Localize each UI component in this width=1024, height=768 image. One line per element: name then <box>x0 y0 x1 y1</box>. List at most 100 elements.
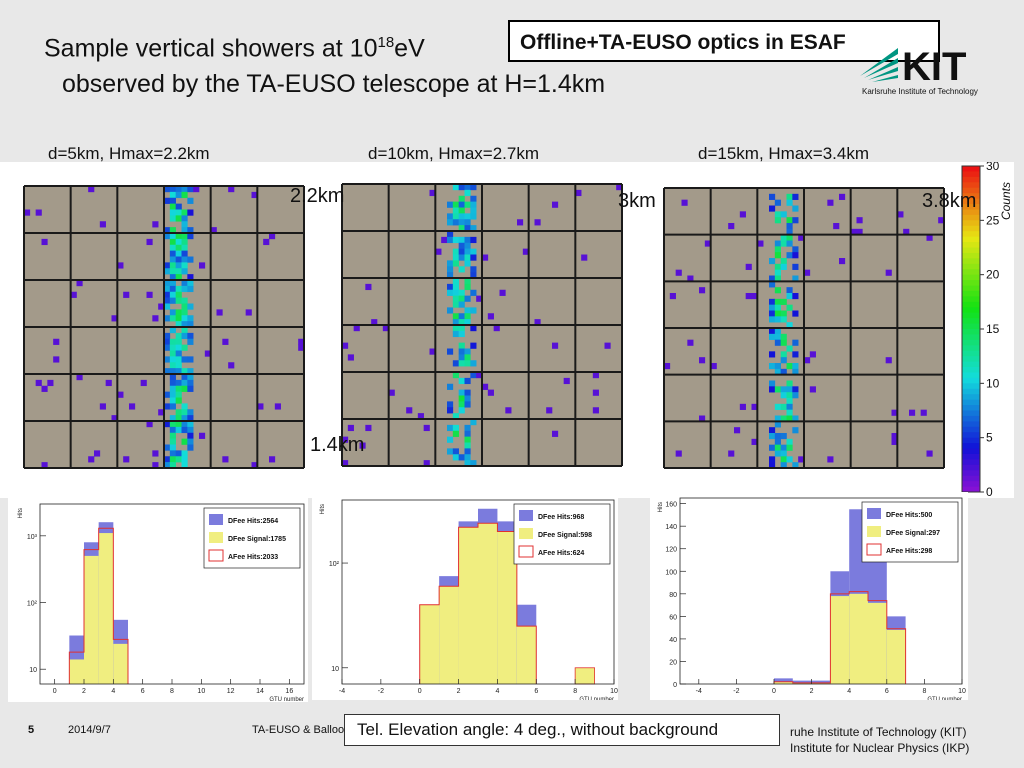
pixel-hit <box>458 389 465 396</box>
pixel-hit <box>123 291 130 298</box>
pixel-hit <box>792 217 799 224</box>
pixel-hit <box>41 238 48 246</box>
pixel-hit <box>774 433 781 440</box>
pixel-hit <box>181 374 188 381</box>
pixel-hit <box>458 242 465 249</box>
pixel-hit <box>175 268 182 275</box>
pixel-hit <box>470 372 477 379</box>
pixel-hit <box>164 285 171 293</box>
pixel-hit <box>464 442 471 449</box>
pixel-hit <box>604 342 611 349</box>
pixel-hit <box>169 315 176 322</box>
pixel-hit <box>158 303 165 310</box>
pixel-hit <box>181 456 188 463</box>
pixel-hit <box>181 415 188 422</box>
pixel-hit <box>786 240 793 247</box>
pixel-hit <box>47 379 54 387</box>
pixel-hit <box>24 209 31 216</box>
pixel-hit <box>187 332 194 340</box>
pixel-hit <box>169 374 176 381</box>
pixel-hit <box>187 209 194 216</box>
pixel-hit <box>429 348 436 355</box>
histogram-frame <box>341 499 615 685</box>
pixel-hit <box>780 240 787 247</box>
pixel-hit <box>164 332 171 340</box>
pixel-hit <box>164 280 171 287</box>
colorbar-title: Counts <box>999 182 1013 220</box>
pixel-hit <box>798 456 805 463</box>
pixel-hit <box>169 309 176 316</box>
pixel-hit <box>470 225 477 232</box>
y-tick-label: 10³ <box>27 534 38 541</box>
pixel-hit <box>175 186 182 193</box>
pixel-hit <box>452 430 459 437</box>
pixel-hit <box>470 248 477 255</box>
legend-swatch <box>209 532 223 543</box>
bar-dfee-signal <box>774 681 793 684</box>
pixel-hit <box>780 310 787 317</box>
colorbar-step <box>962 225 980 232</box>
legend-entry: AFee Hits:624 <box>538 550 584 557</box>
colorbar-tick-label: 0 <box>986 485 993 498</box>
pixel-hit <box>786 456 793 463</box>
pixel-hit <box>774 421 781 428</box>
pixel-hit <box>169 274 176 281</box>
colorbar-step <box>962 448 980 455</box>
pixel-hit <box>751 293 758 300</box>
pixel-hit <box>447 283 454 291</box>
pixel-hit <box>447 436 454 443</box>
pixel-hit <box>798 234 805 241</box>
pixel-hit <box>181 321 188 328</box>
pixel-hit <box>552 201 559 208</box>
legend-entry: DFee Hits:968 <box>538 514 584 521</box>
pixel-hit <box>464 313 471 320</box>
panel-label-3: d=15km, Hmax=3.4km <box>698 144 870 163</box>
pixel-hit <box>181 262 188 269</box>
pixel-hit <box>105 379 112 387</box>
colorbar-step <box>962 410 980 417</box>
pixel-hit <box>786 444 793 451</box>
pixel-hit <box>181 244 188 251</box>
pixel-hit <box>552 430 559 437</box>
pixel-hit <box>41 462 48 469</box>
pixel-hit <box>769 433 776 440</box>
pixel-hit <box>187 374 194 381</box>
pmt-grid-2 <box>341 183 623 467</box>
colorbar-tick-label: 5 <box>986 431 993 445</box>
pixel-hit <box>891 438 898 445</box>
x-tick-label: 0 <box>53 688 57 695</box>
pixel-hit <box>885 357 892 364</box>
legend-entry: DFee Hits:500 <box>886 512 932 519</box>
pixel-hit <box>169 421 176 428</box>
pixel-hit <box>786 293 793 300</box>
pixel-hit <box>458 325 465 332</box>
colorbar-step <box>962 426 980 433</box>
pixel-hit <box>728 223 735 230</box>
pixel-hit <box>175 191 182 199</box>
legend-entry: DFee Signal:297 <box>886 530 940 537</box>
pixel-hit <box>199 262 206 269</box>
pixel-hit <box>140 379 147 387</box>
pixel-hit <box>769 363 776 370</box>
pixel-hit <box>464 348 471 355</box>
pixel-hit <box>164 186 171 193</box>
colorbar-step <box>962 209 980 216</box>
altitude-label-1-4km: 1.4km <box>310 434 365 456</box>
line-afee-hits <box>419 522 537 684</box>
pixel-hit <box>181 315 188 322</box>
pixel-hit <box>464 278 471 285</box>
pixel-hit <box>464 395 471 402</box>
pixel-hit <box>181 186 188 193</box>
colorbar-step <box>962 269 980 276</box>
pixel-hit <box>169 197 176 204</box>
pixel-hit <box>458 348 465 355</box>
pixel-hit <box>181 462 188 469</box>
pixel-hit <box>447 407 454 414</box>
colorbar-step <box>962 453 980 460</box>
pixel-hit <box>464 184 471 191</box>
pixel-hit <box>780 357 787 364</box>
pixel-hit <box>458 213 465 220</box>
legend-entry: AFee Hits:2033 <box>228 554 278 561</box>
pixel-hit <box>164 268 171 275</box>
bar-dfee-signal <box>84 555 99 684</box>
